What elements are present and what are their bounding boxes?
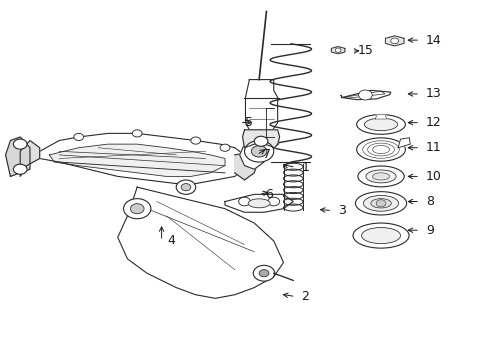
Text: 3: 3 <box>337 204 346 217</box>
Text: 14: 14 <box>425 33 441 47</box>
Ellipse shape <box>365 170 395 183</box>
Circle shape <box>254 136 267 146</box>
Polygon shape <box>20 134 244 184</box>
Text: 9: 9 <box>425 224 433 237</box>
Ellipse shape <box>352 223 408 248</box>
Text: 5: 5 <box>245 116 253 129</box>
Circle shape <box>358 90 371 100</box>
Polygon shape <box>242 130 279 148</box>
Ellipse shape <box>361 228 400 244</box>
Polygon shape <box>224 194 293 212</box>
Polygon shape <box>331 46 344 54</box>
Circle shape <box>220 144 229 151</box>
Text: 6: 6 <box>264 188 272 201</box>
Polygon shape <box>49 144 224 176</box>
Circle shape <box>74 134 83 140</box>
Ellipse shape <box>356 114 405 134</box>
Circle shape <box>251 145 266 157</box>
Polygon shape <box>118 187 283 298</box>
Circle shape <box>13 139 27 149</box>
Polygon shape <box>5 137 30 176</box>
Polygon shape <box>340 90 390 100</box>
Polygon shape <box>385 36 403 46</box>
Circle shape <box>190 137 200 144</box>
Ellipse shape <box>363 195 398 211</box>
Circle shape <box>13 164 27 174</box>
Circle shape <box>267 197 279 206</box>
Polygon shape <box>397 138 409 148</box>
Polygon shape <box>239 130 278 169</box>
Circle shape <box>259 270 268 277</box>
Circle shape <box>181 184 190 191</box>
Circle shape <box>132 130 142 137</box>
Circle shape <box>244 140 273 162</box>
Ellipse shape <box>356 138 405 161</box>
Circle shape <box>176 180 195 194</box>
Text: 13: 13 <box>425 87 441 100</box>
Ellipse shape <box>357 166 404 187</box>
Text: 2: 2 <box>301 290 309 303</box>
Ellipse shape <box>355 192 406 215</box>
Circle shape <box>123 199 151 219</box>
Circle shape <box>253 265 274 281</box>
Text: 8: 8 <box>425 195 433 208</box>
Polygon shape <box>245 80 277 130</box>
Circle shape <box>334 48 340 52</box>
Ellipse shape <box>370 199 390 208</box>
Circle shape <box>375 200 385 207</box>
Text: 10: 10 <box>425 170 441 183</box>
Text: 11: 11 <box>425 141 441 154</box>
Text: 12: 12 <box>425 116 441 129</box>
Polygon shape <box>374 115 386 119</box>
Text: 4: 4 <box>167 234 175 247</box>
Text: 7: 7 <box>262 148 270 161</box>
Polygon shape <box>20 140 40 169</box>
Ellipse shape <box>364 118 397 131</box>
Ellipse shape <box>372 173 389 180</box>
Polygon shape <box>234 151 259 180</box>
Circle shape <box>390 38 398 44</box>
Text: 1: 1 <box>301 161 309 174</box>
Circle shape <box>130 204 144 214</box>
Text: 15: 15 <box>357 44 373 57</box>
Ellipse shape <box>330 47 344 53</box>
Ellipse shape <box>247 199 269 208</box>
Circle shape <box>238 197 250 206</box>
Ellipse shape <box>385 37 403 45</box>
